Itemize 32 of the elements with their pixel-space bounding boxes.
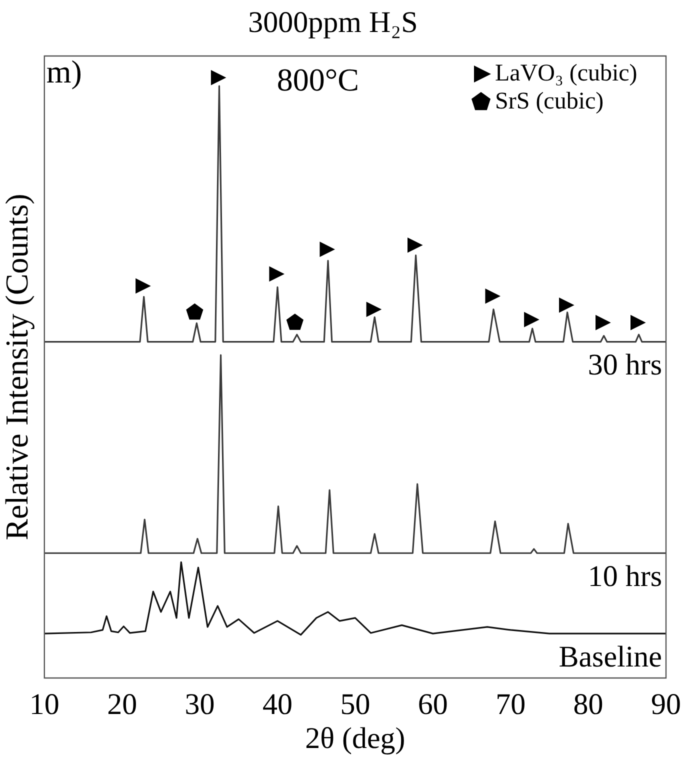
point <box>136 278 151 294</box>
annotation: 800°C <box>276 61 359 98</box>
series-label: 10 hrs <box>588 560 662 593</box>
x-tick-label: 70 <box>496 688 526 721</box>
series-label: 30 hrs <box>588 348 662 382</box>
annotation: m) <box>46 53 82 90</box>
point <box>320 242 336 257</box>
x-tick-label: 30 <box>184 688 215 721</box>
x-tick-label: 60 <box>418 688 448 721</box>
x-tick-label: 20 <box>107 688 138 721</box>
y-axis-title: Relative Intensity (Counts) <box>0 194 35 540</box>
point <box>596 314 611 330</box>
legend-label: SrS (cubic) <box>495 88 604 114</box>
x-tick-label: 40 <box>262 688 292 721</box>
x-tick-label: 50 <box>340 688 370 721</box>
chart-title: 3000ppm H₂S <box>248 6 418 39</box>
x-tick-label: 80 <box>573 688 604 721</box>
point <box>485 288 501 304</box>
point <box>524 312 540 328</box>
point <box>366 302 382 318</box>
point <box>559 298 574 313</box>
legend-label: LaVO₃ (cubic) <box>495 60 638 86</box>
point <box>210 70 226 86</box>
point <box>186 303 204 320</box>
point <box>630 314 646 330</box>
point <box>286 314 304 330</box>
point <box>269 266 284 282</box>
series-label: Baseline <box>558 640 662 674</box>
x-tick-label: 10 <box>29 688 60 721</box>
x-tick-label: 90 <box>651 688 681 721</box>
x-axis-title: 2θ (deg) <box>305 722 406 755</box>
point <box>408 237 423 253</box>
